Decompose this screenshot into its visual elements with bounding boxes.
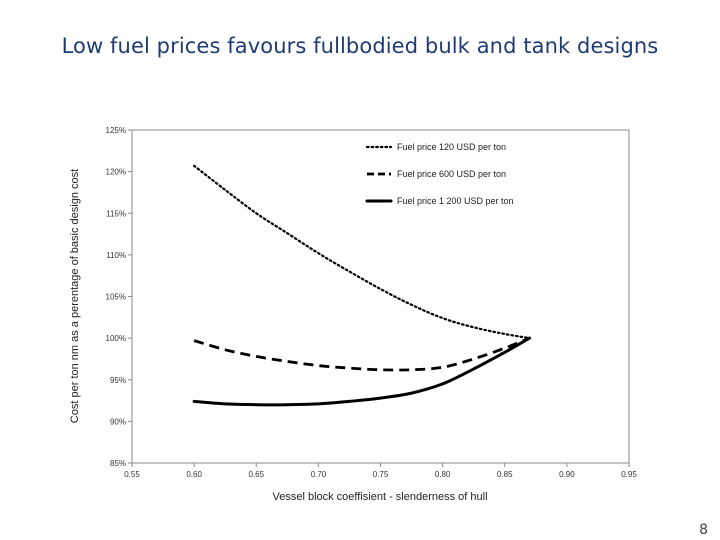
x-tick-label: 0.80 — [435, 470, 451, 479]
y-tick-label: 125% — [106, 126, 126, 135]
x-tick-label: 0.55 — [124, 470, 140, 479]
legend-label: Fuel price 600 USD per ton — [397, 169, 506, 179]
legend-label: Fuel price 120 USD per ton — [397, 142, 506, 152]
y-tick-label: 100% — [106, 334, 126, 343]
x-tick-label: 0.70 — [311, 470, 327, 479]
y-axis-label: Cost per ton nm as a perentage of basic … — [69, 169, 81, 423]
y-tick-label: 110% — [106, 251, 126, 260]
y-tick-label: 120% — [106, 168, 126, 177]
y-tick-label: 115% — [106, 209, 126, 218]
x-axis-label: Vessel block coeffisient - slenderness o… — [272, 491, 487, 503]
x-tick-label: 0.75 — [373, 470, 389, 479]
x-tick-label: 0.65 — [248, 470, 264, 479]
series-group — [192, 164, 532, 407]
y-tick-label: 90% — [110, 417, 126, 426]
x-tick-label: 0.85 — [497, 470, 513, 479]
slide-number: 8 — [699, 522, 708, 538]
y-tick-label: 105% — [106, 293, 126, 302]
series-line-solid — [192, 336, 532, 407]
x-tick-label: 0.95 — [621, 470, 637, 479]
x-tick-label: 0.90 — [559, 470, 575, 479]
legend: Fuel price 120 USD per ton Fuel price 600… — [365, 142, 514, 206]
y-tick-group: 85% 90% 95% 100% 105% 110% 115% 120% 125% — [106, 126, 132, 468]
y-tick-label: 85% — [110, 459, 126, 468]
legend-label: Fuel price 1 200 USD per ton — [397, 196, 514, 206]
slide-title: Low fuel prices favours fullbodied bulk … — [61, 34, 659, 58]
x-tick-group: 0.55 0.60 0.65 0.70 0.75 0.80 0.85 0.90 0.95 — [124, 463, 637, 479]
series-line-dotted — [193, 164, 531, 340]
x-tick-label: 0.60 — [186, 470, 202, 479]
plot-area — [131, 129, 630, 464]
y-tick-label: 95% — [110, 376, 126, 385]
